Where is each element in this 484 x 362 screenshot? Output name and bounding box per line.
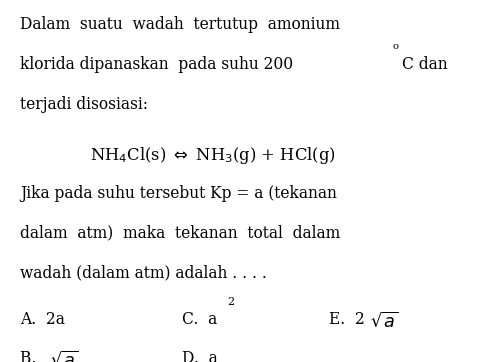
Text: dalam  atm)  maka  tekanan  total  dalam: dalam atm) maka tekanan total dalam [20,224,341,241]
Text: $\sqrt{a}$: $\sqrt{a}$ [370,311,399,331]
Text: 2: 2 [227,297,235,307]
Text: D.  a: D. a [182,350,217,362]
Text: o: o [392,42,398,51]
Text: klorida dipanaskan  pada suhu 200: klorida dipanaskan pada suhu 200 [20,56,293,73]
Text: wadah (dalam atm) adalah . . . .: wadah (dalam atm) adalah . . . . [20,264,267,281]
Text: C.  a: C. a [182,311,217,328]
Text: C dan: C dan [402,56,447,73]
Text: B.: B. [20,350,46,362]
Text: NH$_4$Cl(s) $\Leftrightarrow$ NH$_3$(g) + HCl(g): NH$_4$Cl(s) $\Leftrightarrow$ NH$_3$(g) … [90,145,335,166]
Text: terjadi disosiasi:: terjadi disosiasi: [20,96,148,113]
Text: E.  2: E. 2 [329,311,365,328]
Text: Jika pada suhu tersebut Kp = a (tekanan: Jika pada suhu tersebut Kp = a (tekanan [20,185,337,202]
Text: $\sqrt{a}$: $\sqrt{a}$ [50,350,79,362]
Text: A.  2a: A. 2a [20,311,65,328]
Text: Dalam  suatu  wadah  tertutup  amonium: Dalam suatu wadah tertutup amonium [20,16,340,33]
